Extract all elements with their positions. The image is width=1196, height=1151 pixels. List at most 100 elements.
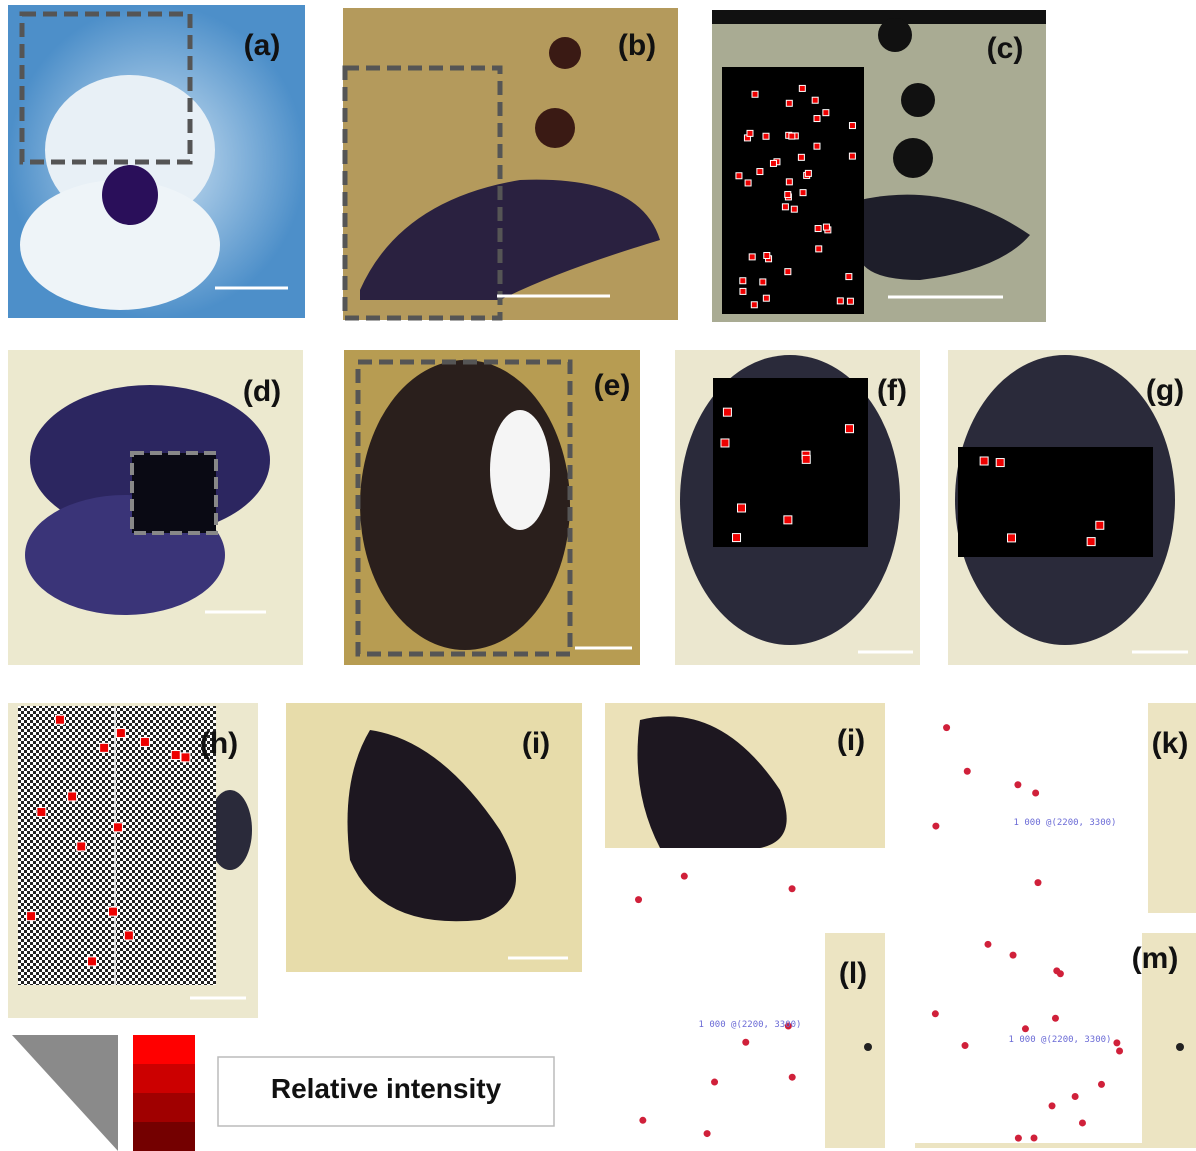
- panel-j: [605, 703, 885, 913]
- spot: [836, 297, 844, 305]
- panel-label: (i): [837, 724, 865, 757]
- panel-label: (b): [618, 29, 656, 62]
- spot: [1014, 781, 1022, 789]
- spot: [1032, 789, 1040, 797]
- spot: [170, 750, 181, 761]
- spot: [711, 1078, 719, 1086]
- spot: [788, 132, 796, 140]
- spot: [722, 407, 732, 417]
- spot: [762, 132, 770, 140]
- spot: [785, 178, 793, 186]
- panel-a: [8, 5, 305, 318]
- spot: [739, 287, 747, 295]
- spot: [943, 724, 951, 732]
- spot: [799, 189, 807, 197]
- spot: [737, 503, 747, 513]
- panel-i: [286, 703, 582, 972]
- spot: [732, 533, 742, 543]
- spot: [1021, 1025, 1029, 1033]
- spot: [756, 168, 764, 176]
- spot: [99, 742, 110, 753]
- spot: [798, 84, 806, 92]
- panel-label: (h): [200, 727, 238, 760]
- spot: [797, 153, 805, 161]
- spot: [635, 896, 643, 904]
- spot: [845, 273, 853, 281]
- spot: [783, 515, 793, 525]
- spot: [931, 1010, 939, 1018]
- spot: [180, 752, 191, 763]
- spot: [846, 297, 854, 305]
- spot: [815, 245, 823, 253]
- spot: [848, 152, 856, 160]
- spot: [932, 822, 940, 830]
- spot: [1078, 1119, 1086, 1127]
- spot: [784, 191, 792, 199]
- spot: [1007, 533, 1017, 543]
- panel-label: (e): [594, 369, 631, 402]
- panel-f: [675, 350, 920, 665]
- spot: [739, 277, 747, 285]
- spot: [813, 115, 821, 123]
- spot: [1095, 520, 1105, 530]
- spot: [788, 885, 796, 893]
- spot: [804, 169, 812, 177]
- spot: [67, 791, 78, 802]
- panel-label: (c): [987, 32, 1024, 65]
- legend: Relative intensity: [12, 1035, 555, 1151]
- spot: [76, 841, 87, 852]
- spot: [720, 438, 730, 448]
- spot: [1086, 537, 1096, 547]
- spot: [848, 122, 856, 130]
- spot: [961, 1042, 969, 1050]
- panel-label: (m): [1132, 942, 1179, 975]
- spot: [1014, 1134, 1022, 1142]
- spot: [814, 225, 822, 233]
- spot: [1048, 1102, 1056, 1110]
- panel-label: (f): [877, 374, 907, 407]
- spot: [1116, 1047, 1124, 1055]
- spot: [813, 142, 821, 150]
- spot: [785, 99, 793, 107]
- panel-k: [915, 703, 1196, 913]
- spot: [995, 458, 1005, 468]
- spot: [26, 911, 37, 922]
- panel-label: (g): [1146, 374, 1184, 407]
- spot: [759, 278, 767, 286]
- spot: [742, 1038, 750, 1046]
- spot: [1113, 1039, 1121, 1047]
- panel-g: [948, 350, 1196, 665]
- spot: [746, 129, 754, 137]
- spot: [788, 1073, 796, 1081]
- panel-label: (d): [243, 375, 281, 408]
- panel-c: [712, 10, 1046, 322]
- spot: [680, 872, 688, 880]
- spot: [36, 806, 47, 817]
- spot: [1071, 1092, 1079, 1100]
- spot: [1034, 879, 1042, 887]
- spot: [751, 90, 759, 98]
- spot: [703, 1130, 711, 1138]
- spot: [735, 172, 743, 180]
- legend-label: Relative intensity: [271, 1073, 502, 1104]
- spot: [984, 940, 992, 948]
- annotation: 1 000 @(2200, 3300): [1014, 818, 1117, 828]
- spot: [784, 1022, 792, 1030]
- annotation: 1 000 @(2200, 3300): [1009, 1035, 1112, 1045]
- spot: [112, 822, 123, 833]
- spot: [748, 253, 756, 261]
- panel-label: (l): [839, 957, 867, 990]
- spot: [844, 424, 854, 434]
- annotation: 1 000 @(2200, 3300): [699, 1020, 802, 1030]
- spot: [639, 1116, 647, 1124]
- spot: [979, 456, 989, 466]
- spot: [822, 223, 830, 231]
- spot: [790, 205, 798, 213]
- spot: [769, 159, 777, 167]
- spot: [86, 956, 97, 967]
- spot: [54, 714, 65, 725]
- spot: [1030, 1134, 1038, 1142]
- spot: [1097, 1080, 1105, 1088]
- panel-e: [344, 350, 640, 665]
